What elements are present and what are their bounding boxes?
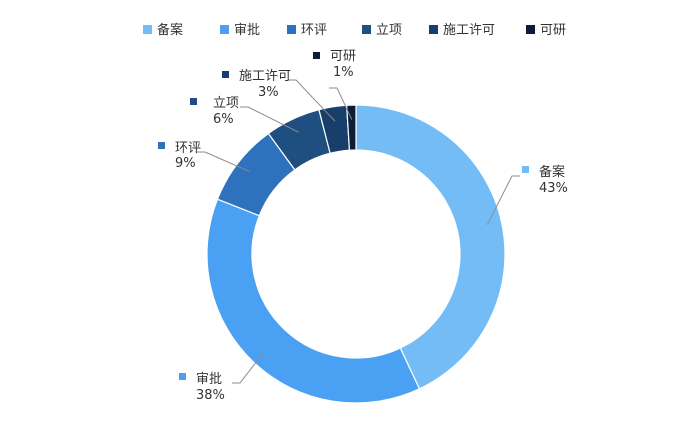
callout-swatch-1 (179, 373, 186, 380)
legend-label-3: 立项 (376, 23, 402, 38)
legend-swatch-4 (429, 25, 438, 34)
callout-category-1: 审批 (196, 372, 222, 387)
callout-category-0: 备案 (539, 164, 565, 180)
callout-percent-5: 1% (333, 65, 354, 80)
leader-lines (197, 79, 520, 384)
legend-swatch-0 (143, 25, 152, 34)
callout-swatch-0 (522, 166, 529, 173)
legend-swatch-5 (526, 25, 535, 34)
leader-line-4 (288, 79, 336, 122)
slice-1 (206, 198, 421, 404)
callout-swatch-4 (222, 71, 229, 78)
legend-label-0: 备案 (157, 22, 183, 38)
callout-swatch-2 (158, 142, 165, 149)
callout-category-3: 立项 (213, 96, 239, 111)
slice-0 (355, 104, 506, 390)
legend-label-4: 施工许可 (443, 23, 495, 38)
leader-line-0 (486, 175, 520, 225)
legend-label-1: 审批 (234, 23, 260, 38)
callout-category-5: 可研 (330, 49, 356, 64)
callout-percent-0: 43% (539, 181, 568, 196)
callout-category-2: 环评 (175, 141, 201, 156)
slice-5 (346, 104, 357, 151)
callout-percent-4: 3% (258, 85, 279, 100)
callout-swatch-3 (190, 98, 197, 105)
legend-label-5: 可研 (540, 23, 566, 38)
donut-slices (206, 104, 506, 404)
chart-legend: 备案 审批 环评 立项 施工许可 可研 (143, 22, 566, 38)
callout-percent-3: 6% (213, 112, 234, 127)
callout-percent-1: 38% (196, 388, 225, 403)
legend-swatch-2 (287, 25, 296, 34)
leader-line-1 (232, 351, 265, 384)
callout-category-4: 施工许可 (239, 69, 291, 84)
leader-line-5 (329, 87, 353, 120)
legend-swatch-3 (362, 25, 371, 34)
leader-line-2 (197, 151, 250, 173)
legend-label-2: 环评 (301, 23, 327, 38)
callout-percent-2: 9% (175, 156, 196, 171)
leader-line-3 (240, 106, 299, 133)
callout-swatch-5 (313, 52, 320, 59)
legend-swatch-1 (220, 25, 229, 34)
